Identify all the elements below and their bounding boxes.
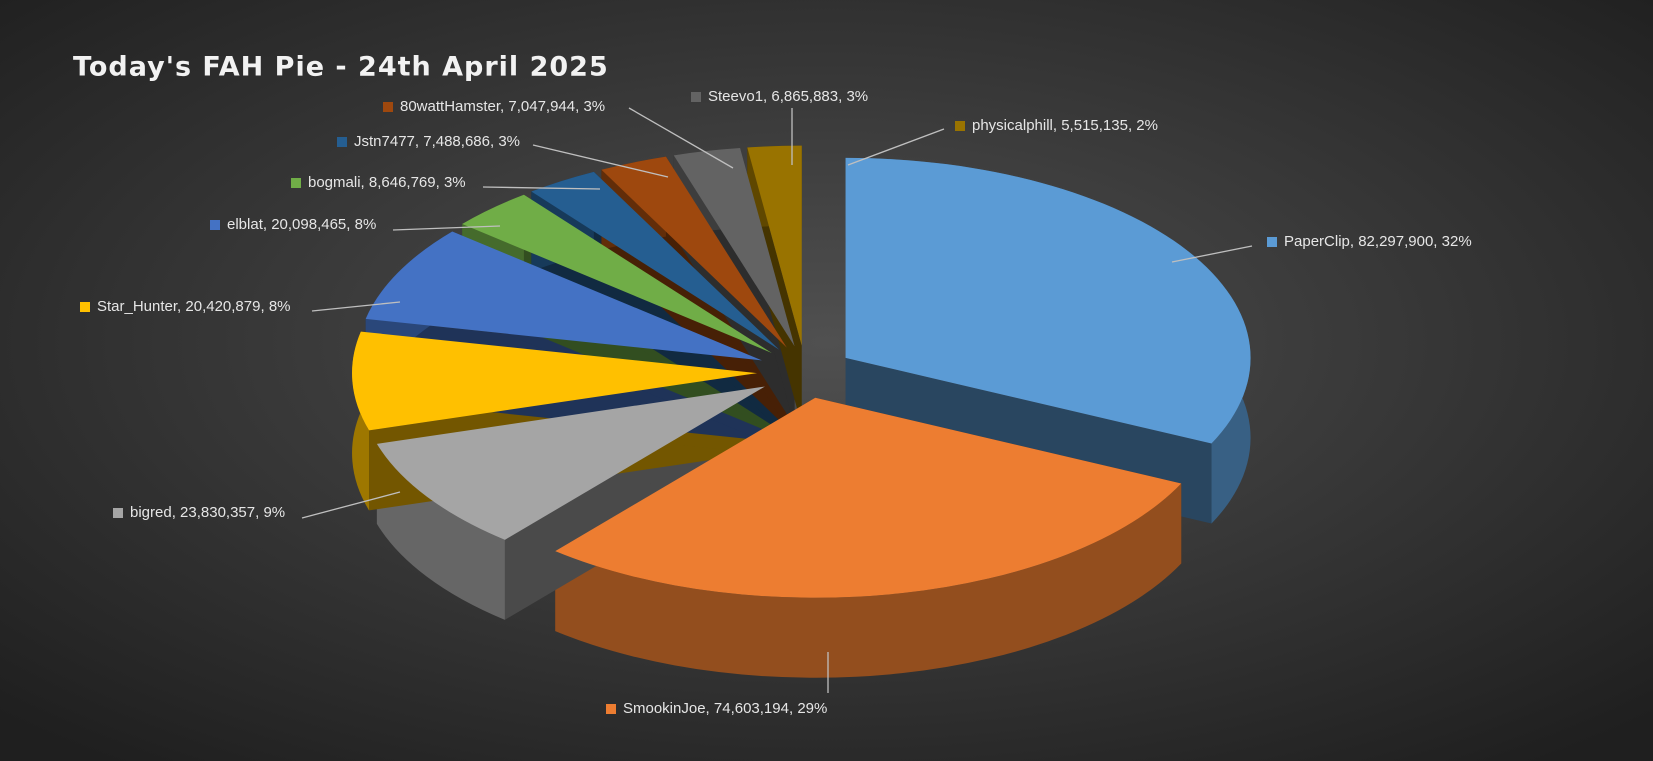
label-part: 2% bbox=[1136, 117, 1158, 134]
label-marker bbox=[113, 508, 123, 518]
data-label: bogmali, 8,646,769, 3% bbox=[308, 174, 466, 191]
slice bbox=[747, 145, 802, 346]
leader-line bbox=[1171, 245, 1253, 263]
label-part: 80wattHamster bbox=[400, 98, 501, 115]
label-part: 6,865,883 bbox=[771, 88, 838, 105]
label-marker bbox=[210, 220, 220, 230]
label-part: 3% bbox=[846, 88, 868, 105]
slice bbox=[555, 397, 1182, 598]
data-label: bigred, 23,830,357, 9% bbox=[130, 504, 285, 521]
label-part: 7,488,686 bbox=[423, 133, 490, 150]
label-part: 20,420,879 bbox=[185, 298, 260, 315]
label-marker bbox=[955, 121, 965, 131]
label-marker bbox=[337, 137, 347, 147]
label-part: elblat bbox=[227, 216, 264, 233]
label-part: PaperClip bbox=[1284, 233, 1350, 250]
leader-line bbox=[301, 491, 401, 519]
label-part: 8% bbox=[269, 298, 291, 315]
label-marker bbox=[80, 302, 90, 312]
label-part: 3% bbox=[498, 133, 520, 150]
leader-line bbox=[628, 107, 734, 169]
label-part: 3% bbox=[583, 98, 605, 115]
label-part: 7,047,944 bbox=[508, 98, 575, 115]
label-part: physicalphill bbox=[972, 117, 1053, 134]
label-part: 23,830,357 bbox=[180, 504, 255, 521]
label-part: 29% bbox=[797, 700, 827, 717]
label-part: SmookinJoe bbox=[623, 700, 706, 717]
label-part: Star_Hunter bbox=[97, 298, 178, 315]
leader-line bbox=[392, 225, 501, 231]
slice bbox=[845, 157, 1251, 444]
slice-tops bbox=[352, 145, 1251, 598]
label-part: 3% bbox=[444, 174, 466, 191]
slice bbox=[376, 386, 765, 540]
label-marker bbox=[383, 102, 393, 112]
label-marker bbox=[691, 92, 701, 102]
slice bbox=[462, 194, 772, 353]
label-marker bbox=[1267, 237, 1277, 247]
label-part: 20,098,465 bbox=[271, 216, 346, 233]
data-label: Jstn7477, 7,488,686, 3% bbox=[354, 133, 520, 150]
label-part: 9% bbox=[263, 504, 285, 521]
label-part: 8,646,769 bbox=[369, 174, 436, 191]
label-part: bogmali bbox=[308, 174, 361, 191]
label-part: 5,515,135 bbox=[1061, 117, 1128, 134]
slice bbox=[601, 156, 787, 348]
data-label: PaperClip, 82,297,900, 32% bbox=[1284, 233, 1472, 250]
data-label: Star_Hunter, 20,420,879, 8% bbox=[97, 298, 291, 315]
label-marker bbox=[291, 178, 301, 188]
label-part: Jstn7477 bbox=[354, 133, 415, 150]
slice-outer-wall bbox=[555, 483, 1182, 678]
data-label: 80wattHamster, 7,047,944, 3% bbox=[400, 98, 605, 115]
slice bbox=[673, 148, 795, 347]
label-part: 8% bbox=[355, 216, 377, 233]
data-label: Steevo1, 6,865,883, 3% bbox=[708, 88, 868, 105]
slice bbox=[352, 331, 758, 431]
leader-line bbox=[482, 186, 601, 190]
label-marker bbox=[606, 704, 616, 714]
data-label: physicalphill, 5,515,135, 2% bbox=[972, 117, 1158, 134]
slice bbox=[365, 231, 762, 361]
leader-line bbox=[311, 301, 401, 312]
slice bbox=[531, 171, 780, 350]
data-label: elblat, 20,098,465, 8% bbox=[227, 216, 376, 233]
chart-title: Today's FAH Pie - 24th April 2025 bbox=[73, 52, 609, 83]
label-part: 82,297,900 bbox=[1358, 233, 1433, 250]
leader-line bbox=[532, 144, 669, 178]
label-part: 74,603,194 bbox=[714, 700, 789, 717]
data-label: SmookinJoe, 74,603,194, 29% bbox=[623, 700, 827, 717]
label-part: bigred bbox=[130, 504, 172, 521]
leader-line bbox=[847, 128, 945, 166]
label-part: 32% bbox=[1442, 233, 1472, 250]
label-part: Steevo1 bbox=[708, 88, 763, 105]
